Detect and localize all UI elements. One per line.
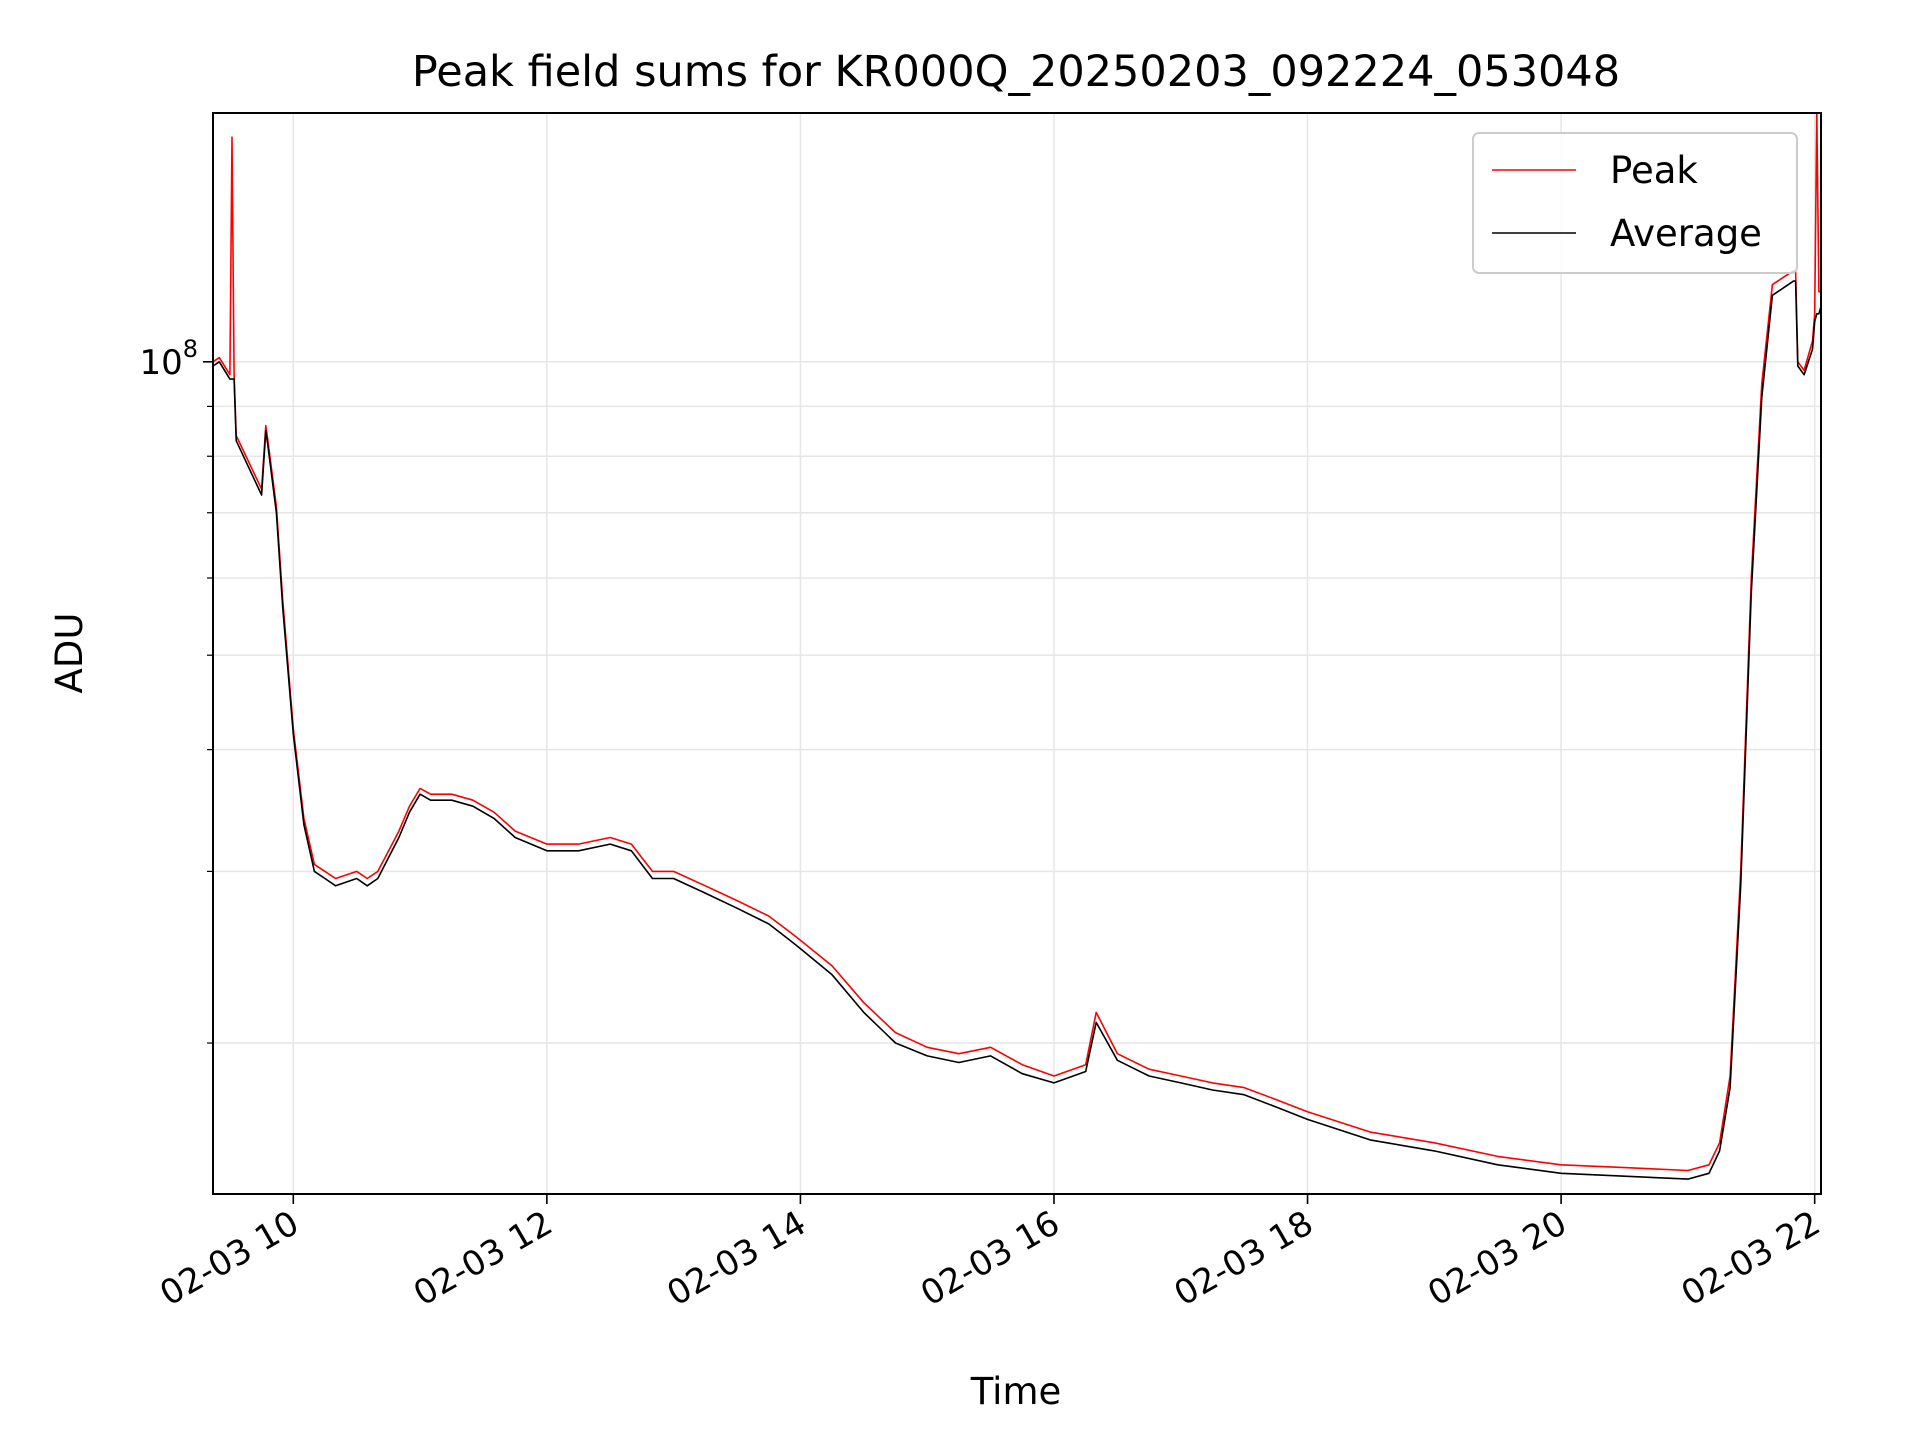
chart-title: Peak field sums for KR000Q_20250203_0922… (412, 47, 1620, 97)
x-axis-label: Time (970, 1370, 1062, 1413)
legend-label-average: Average (1610, 212, 1762, 255)
legend-label-peak: Peak (1610, 149, 1698, 192)
plot-frame (212, 112, 1822, 1195)
y-axis-label: ADU (48, 613, 91, 694)
y-axis: 108 (139, 335, 213, 1044)
plot-lines (212, 112, 1822, 1180)
legend: Peak Average (1472, 132, 1798, 274)
series-line-average (212, 280, 1822, 1180)
grid (213, 113, 1821, 1194)
y-tick-label: 108 (139, 335, 198, 383)
legend-box (1472, 132, 1798, 274)
